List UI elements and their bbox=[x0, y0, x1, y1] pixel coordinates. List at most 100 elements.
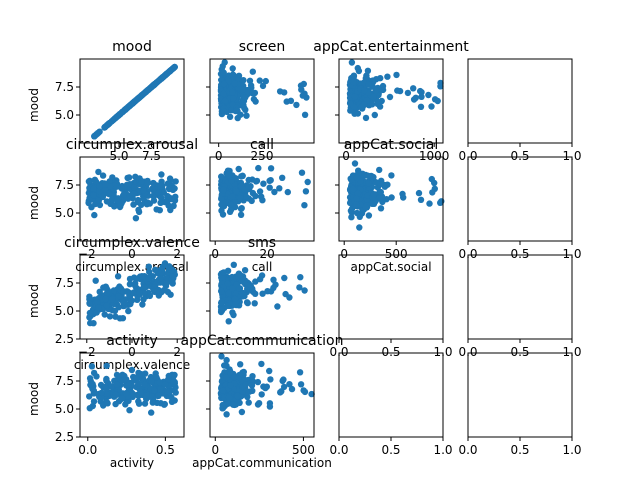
data-point bbox=[240, 77, 247, 84]
data-point bbox=[249, 68, 256, 75]
data-point bbox=[256, 276, 264, 283]
x-tick-label: 1.0 bbox=[433, 345, 452, 359]
x-tick-label: 0 bbox=[215, 149, 223, 163]
data-point bbox=[156, 207, 163, 214]
data-point bbox=[149, 179, 157, 187]
points-0 bbox=[91, 63, 178, 140]
data-point bbox=[404, 89, 412, 97]
y-tick-label: 7.5 bbox=[55, 178, 74, 192]
data-point bbox=[244, 299, 251, 307]
data-point bbox=[169, 273, 176, 280]
data-point bbox=[85, 199, 92, 207]
data-point bbox=[252, 290, 259, 297]
axes-border-13 bbox=[209, 352, 315, 438]
data-point bbox=[220, 269, 228, 276]
data-point bbox=[120, 191, 128, 198]
data-point bbox=[128, 366, 136, 374]
data-point bbox=[365, 180, 372, 187]
axes-border-0 bbox=[79, 58, 185, 144]
data-point bbox=[252, 178, 260, 185]
data-point bbox=[132, 215, 140, 222]
data-point bbox=[114, 273, 122, 280]
data-point bbox=[157, 199, 164, 206]
data-point bbox=[426, 200, 433, 207]
data-point bbox=[151, 81, 158, 88]
subplot-title: sms bbox=[248, 235, 276, 251]
data-point bbox=[92, 277, 99, 284]
data-point bbox=[232, 107, 239, 115]
data-point bbox=[225, 318, 232, 325]
data-point bbox=[266, 184, 273, 191]
data-point bbox=[353, 195, 360, 202]
data-point bbox=[126, 281, 134, 288]
data-point bbox=[113, 381, 121, 388]
y-axis-label: mood bbox=[27, 186, 41, 220]
data-point bbox=[354, 190, 362, 197]
data-point bbox=[256, 77, 263, 84]
data-point bbox=[255, 164, 262, 172]
data-point bbox=[102, 181, 109, 188]
data-point bbox=[220, 69, 227, 76]
data-point bbox=[384, 181, 391, 188]
data-point bbox=[437, 199, 444, 206]
x-tick-label: 250 bbox=[251, 149, 274, 163]
data-point bbox=[371, 111, 378, 119]
data-point bbox=[297, 381, 305, 388]
data-point bbox=[148, 378, 155, 385]
data-point bbox=[126, 174, 133, 181]
subplot-title: screen bbox=[239, 39, 286, 55]
x-tick-label: 0.0 bbox=[329, 443, 348, 457]
data-point bbox=[254, 378, 262, 386]
data-point bbox=[417, 196, 425, 203]
x-tick-label: 2 bbox=[173, 247, 181, 261]
x-tick-label: 0 bbox=[128, 345, 136, 359]
data-point bbox=[346, 100, 354, 107]
data-point bbox=[350, 72, 358, 79]
data-point bbox=[354, 64, 361, 72]
data-point bbox=[362, 203, 369, 211]
data-point bbox=[168, 398, 176, 405]
data-point bbox=[93, 373, 100, 380]
axes-border-5 bbox=[209, 156, 315, 242]
data-point bbox=[160, 287, 168, 294]
subplot-title: appCat.social bbox=[344, 137, 439, 153]
data-point bbox=[101, 311, 108, 318]
data-point bbox=[225, 394, 233, 401]
data-point bbox=[135, 206, 142, 214]
data-point bbox=[348, 59, 356, 66]
subplot-title: circumplex.arousal bbox=[66, 137, 198, 153]
data-point bbox=[300, 387, 307, 394]
data-point bbox=[347, 207, 355, 214]
data-point bbox=[96, 288, 103, 295]
data-point bbox=[429, 189, 436, 196]
data-point bbox=[103, 198, 111, 205]
data-point bbox=[245, 176, 252, 184]
data-point bbox=[164, 388, 171, 395]
data-point bbox=[156, 379, 164, 386]
data-point bbox=[225, 171, 233, 179]
data-point bbox=[95, 168, 102, 176]
data-point bbox=[111, 307, 119, 314]
x-axis-label: appCat.communication bbox=[192, 456, 332, 470]
data-point bbox=[220, 108, 228, 115]
data-point bbox=[131, 184, 138, 191]
data-point bbox=[262, 384, 269, 392]
data-point bbox=[157, 386, 164, 393]
axes-border-12 bbox=[79, 352, 185, 438]
data-point bbox=[259, 82, 267, 90]
data-point bbox=[170, 373, 177, 380]
x-tick-label: 0 bbox=[211, 443, 219, 457]
x-tick-label: 0.5 bbox=[381, 345, 400, 359]
data-point bbox=[266, 367, 273, 375]
data-point bbox=[103, 385, 110, 392]
data-point bbox=[86, 300, 93, 307]
data-point bbox=[236, 194, 244, 202]
axes-frame-11 bbox=[467, 254, 573, 340]
data-point bbox=[370, 93, 377, 101]
data-point bbox=[372, 87, 380, 95]
data-point bbox=[99, 193, 107, 201]
data-point bbox=[388, 194, 395, 201]
data-point bbox=[218, 298, 225, 306]
data-point bbox=[245, 399, 252, 406]
x-tick-label: 0.0 bbox=[458, 345, 477, 359]
